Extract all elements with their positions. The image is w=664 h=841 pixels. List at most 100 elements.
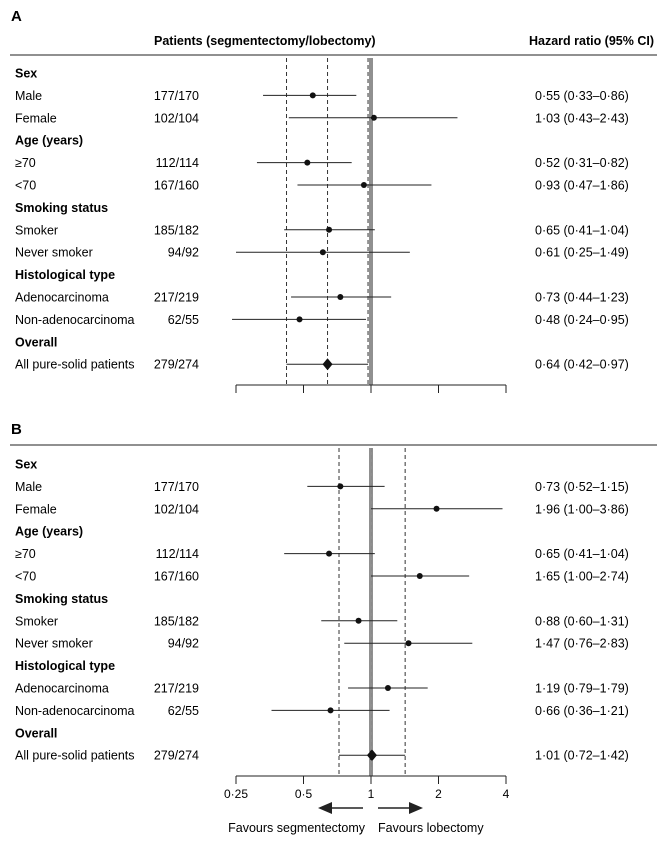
panel-b-row-label: Adenocarcinoma bbox=[15, 682, 109, 696]
panel-b-point-estimate bbox=[405, 640, 412, 647]
panel-a-row-counts: 217/219 bbox=[154, 291, 199, 305]
panel-a-row-counts: 167/160 bbox=[154, 179, 199, 193]
panel-a-row-hazard-ratio: 0·64 (0·42–0·97) bbox=[535, 358, 629, 372]
panel-b-row-counts: 279/274 bbox=[154, 749, 199, 763]
panel-a-group-label: Sex bbox=[15, 67, 37, 81]
panel-b-row-label: Male bbox=[15, 480, 42, 494]
panel-b-group-label: Sex bbox=[15, 458, 37, 472]
favours-right-arrowhead bbox=[409, 802, 423, 814]
panel-b-row-counts: 217/219 bbox=[154, 682, 199, 696]
panel-b-group-label: Age (years) bbox=[15, 525, 83, 539]
panel-b-group-label: Histological type bbox=[15, 659, 115, 673]
panel-b-x-tick-label: 0·25 bbox=[224, 787, 248, 801]
panel-b-row-label: Non-adenocarcinoma bbox=[15, 704, 135, 718]
panel-b-x-tick-label: 2 bbox=[435, 787, 442, 801]
panel-b-row-hazard-ratio: 1·96 (1·00–3·86) bbox=[535, 502, 629, 516]
panel-a-row-hazard-ratio: 1·03 (0·43–2·43) bbox=[535, 111, 629, 125]
panel-b-row-counts: 185/182 bbox=[154, 614, 199, 628]
panel-b-row-label: ≥70 bbox=[15, 547, 36, 561]
panel-b-point-estimate bbox=[327, 707, 334, 714]
panel-b-point-estimate bbox=[326, 550, 333, 557]
panel-b-point-estimate bbox=[337, 483, 344, 490]
panel-b-x-tick-label: 4 bbox=[503, 787, 510, 801]
panel-b-row-hazard-ratio: 0·66 (0·36–1·21) bbox=[535, 704, 629, 718]
panel-a-row-counts: 94/92 bbox=[168, 246, 199, 260]
panel-a-row-hazard-ratio: 0·65 (0·41–1·04) bbox=[535, 223, 629, 237]
panel-a-row-hazard-ratio: 0·73 (0·44–1·23) bbox=[535, 291, 629, 305]
panel-b-label: B bbox=[11, 421, 22, 438]
panel-a-point-estimate bbox=[360, 182, 367, 188]
panel-a-row-label: Never smoker bbox=[15, 246, 93, 260]
favours-segmentectomy-label: Favours segmentectomy bbox=[228, 821, 366, 835]
panel-a-group-label: Overall bbox=[15, 335, 57, 349]
panel-b-row-label: Never smoker bbox=[15, 637, 93, 651]
panel-b-row-hazard-ratio: 1·65 (1·00–2·74) bbox=[535, 570, 629, 584]
panel-b-point-estimate bbox=[355, 617, 362, 624]
panel-a-row-counts: 279/274 bbox=[154, 358, 199, 372]
panel-b-row-counts: 102/104 bbox=[154, 502, 199, 516]
panel-a-point-estimate bbox=[304, 159, 311, 166]
panel-b-row-hazard-ratio: 0·73 (0·52–1·15) bbox=[535, 480, 629, 494]
favours-left-arrowhead bbox=[318, 802, 332, 814]
panel-b-row-label: Smoker bbox=[15, 614, 58, 628]
panel-a-group-label: Smoking status bbox=[15, 201, 108, 215]
panel-b-row-hazard-ratio: 1·19 (0·79–1·79) bbox=[535, 682, 629, 696]
panel-b-point-estimate bbox=[433, 505, 440, 512]
panel-a-row-label: Smoker bbox=[15, 223, 58, 237]
panel-a-row-counts: 185/182 bbox=[154, 223, 199, 237]
panel-a-row-hazard-ratio: 0·48 (0·24–0·95) bbox=[535, 313, 629, 327]
favours-annotation: Favours segmentectomy Favours lobectomy bbox=[228, 802, 484, 835]
panel-b-group-label: Overall bbox=[15, 726, 57, 740]
panel-b-overall-diamond bbox=[366, 749, 377, 762]
panel-b-group-label: Smoking status bbox=[15, 592, 108, 606]
panel-a-point-estimate bbox=[309, 92, 316, 99]
panel-a-row-counts: 177/170 bbox=[154, 89, 199, 103]
panel-b-row-counts: 112/114 bbox=[156, 547, 199, 561]
panel-a-row-label: All pure-solid patients bbox=[15, 358, 135, 372]
panel-a-plot: Sex Male 177/170 0·55 (0·33–0·86) Female 102/… bbox=[15, 58, 629, 393]
panel-a-point-estimate bbox=[326, 226, 333, 233]
panel-b-row-label: <70 bbox=[15, 570, 36, 584]
panel-b-row-counts: 177/170 bbox=[154, 480, 199, 494]
panel-b-row-label: All pure-solid patients bbox=[15, 749, 135, 763]
panel-b-row-counts: 62/55 bbox=[168, 704, 199, 718]
panel-b-point-estimate bbox=[416, 573, 423, 579]
panel-a-overall-diamond bbox=[322, 358, 333, 371]
panel-a-row-label: Female bbox=[15, 111, 57, 125]
panel-b-row-hazard-ratio: 0·65 (0·41–1·04) bbox=[535, 547, 629, 561]
panel-b-row-counts: 167/160 bbox=[154, 570, 199, 584]
panel-a-row-label: Adenocarcinoma bbox=[15, 291, 109, 305]
panel-a-point-estimate bbox=[370, 114, 377, 121]
panel-a-row-label: Male bbox=[15, 89, 42, 103]
panel-a-label: A bbox=[11, 8, 22, 25]
panel-b-row-hazard-ratio: 0·88 (0·60–1·31) bbox=[535, 614, 629, 628]
panel-a-row-counts: 62/55 bbox=[168, 313, 199, 327]
panel-a-row-label: ≥70 bbox=[15, 156, 36, 170]
panel-b-point-estimate bbox=[384, 685, 391, 691]
patients-header: Patients (segmentectomy/lobectomy) bbox=[154, 34, 376, 48]
panel-a-group-label: Histological type bbox=[15, 268, 115, 282]
panel-a-row-label: Non-adenocarcinoma bbox=[15, 313, 135, 327]
panel-a-point-estimate bbox=[296, 316, 303, 323]
panel-a-row-counts: 102/104 bbox=[154, 111, 199, 125]
panel-a-point-estimate bbox=[319, 249, 326, 256]
panel-a-row-label: <70 bbox=[15, 179, 36, 193]
panel-b-row-hazard-ratio: 1·47 (0·76–2·83) bbox=[535, 637, 629, 651]
panel-b-x-tick-label: 0·5 bbox=[295, 787, 313, 801]
panel-a-point-estimate bbox=[337, 294, 344, 300]
hazard-ratio-header: Hazard ratio (95% CI) bbox=[529, 34, 654, 48]
panel-a-row-hazard-ratio: 0·55 (0·33–0·86) bbox=[535, 89, 629, 103]
panel-b-x-tick-label: 1 bbox=[368, 787, 375, 801]
panel-b-row-hazard-ratio: 1·01 (0·72–1·42) bbox=[535, 749, 629, 763]
favours-lobectomy-label: Favours lobectomy bbox=[378, 821, 484, 835]
panel-b-row-counts: 94/92 bbox=[168, 637, 199, 651]
panel-a: A Patients (segmentectomy/lobectomy) Haz… bbox=[10, 8, 657, 393]
panel-a-row-hazard-ratio: 0·61 (0·25–1·49) bbox=[535, 246, 629, 260]
panel-a-row-hazard-ratio: 0·93 (0·47–1·86) bbox=[535, 179, 629, 193]
panel-a-row-hazard-ratio: 0·52 (0·31–0·82) bbox=[535, 156, 629, 170]
panel-b-plot: Sex Male 177/170 0·73 (0·52–1·15) Female 102/… bbox=[15, 448, 629, 801]
panel-a-row-counts: 112/114 bbox=[156, 156, 199, 170]
panel-b-row-label: Female bbox=[15, 502, 57, 516]
